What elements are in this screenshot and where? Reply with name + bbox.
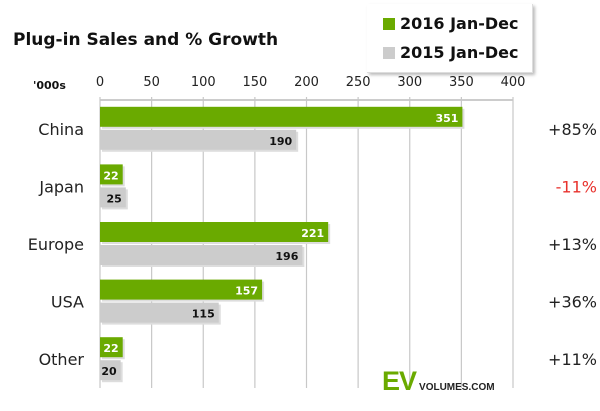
legend-item-2015: 2015 Jan-Dec (383, 43, 519, 62)
data-label: 221 (301, 227, 324, 240)
category-label: Europe (28, 235, 84, 254)
data-label: 25 (107, 192, 122, 205)
bar-2015 (100, 302, 219, 323)
legend-item-2016: 2016 Jan-Dec (383, 14, 519, 33)
x-tick-label: 0 (96, 75, 104, 90)
x-tick-label: 400 (501, 75, 526, 90)
data-label: 22 (103, 342, 118, 355)
chart-title: Plug-in Sales and % Growth (13, 30, 279, 50)
category-label: USA (51, 293, 84, 312)
data-label: 22 (103, 169, 118, 182)
x-tick-label: 200 (294, 75, 319, 90)
legend: 2016 Jan-Dec 2015 Jan-Dec (367, 4, 533, 73)
growth-label: +85% (548, 120, 597, 139)
bar-2015 (100, 129, 297, 150)
legend-swatch-2015 (383, 46, 395, 59)
growth-label: -11% (556, 177, 597, 196)
bar-2016 (100, 106, 463, 127)
bar-2016 (100, 222, 329, 242)
x-tick-label: 50 (143, 75, 160, 90)
bar-2015 (100, 245, 303, 265)
data-label: 190 (269, 135, 292, 148)
bar-2016 (100, 279, 263, 300)
x-tick-label: 150 (242, 75, 267, 90)
logo-volumes: VOLUMES.COM (419, 382, 495, 393)
legend-label-2016: 2016 Jan-Dec (400, 14, 519, 33)
logo-ev: EV (382, 366, 417, 396)
x-tick-label: 100 (191, 75, 216, 90)
category-label: Other (39, 350, 85, 369)
data-label: 351 (435, 112, 458, 125)
data-label: 196 (275, 250, 298, 263)
bar-2016 (100, 164, 123, 185)
x-tick-label: 300 (397, 75, 422, 90)
unit-label: '000s (33, 79, 66, 92)
growth-label: +11% (548, 350, 597, 369)
data-label: 115 (192, 308, 215, 321)
category-label: China (38, 120, 84, 139)
x-tick-label: 250 (346, 75, 371, 90)
bar-2016 (100, 337, 123, 358)
bar-2015 (100, 360, 121, 381)
growth-label: +13% (548, 235, 597, 254)
category-label: Japan (38, 177, 84, 196)
growth-label: +36% (548, 293, 597, 312)
ev-volumes-logo: EV VOLUMES.COM (382, 366, 495, 397)
data-label: 157 (235, 285, 258, 298)
legend-label-2015: 2015 Jan-Dec (400, 43, 519, 62)
x-tick-label: 350 (449, 75, 474, 90)
legend-swatch-2016 (383, 17, 395, 30)
data-label: 20 (101, 365, 117, 378)
bar-2015 (100, 187, 126, 208)
